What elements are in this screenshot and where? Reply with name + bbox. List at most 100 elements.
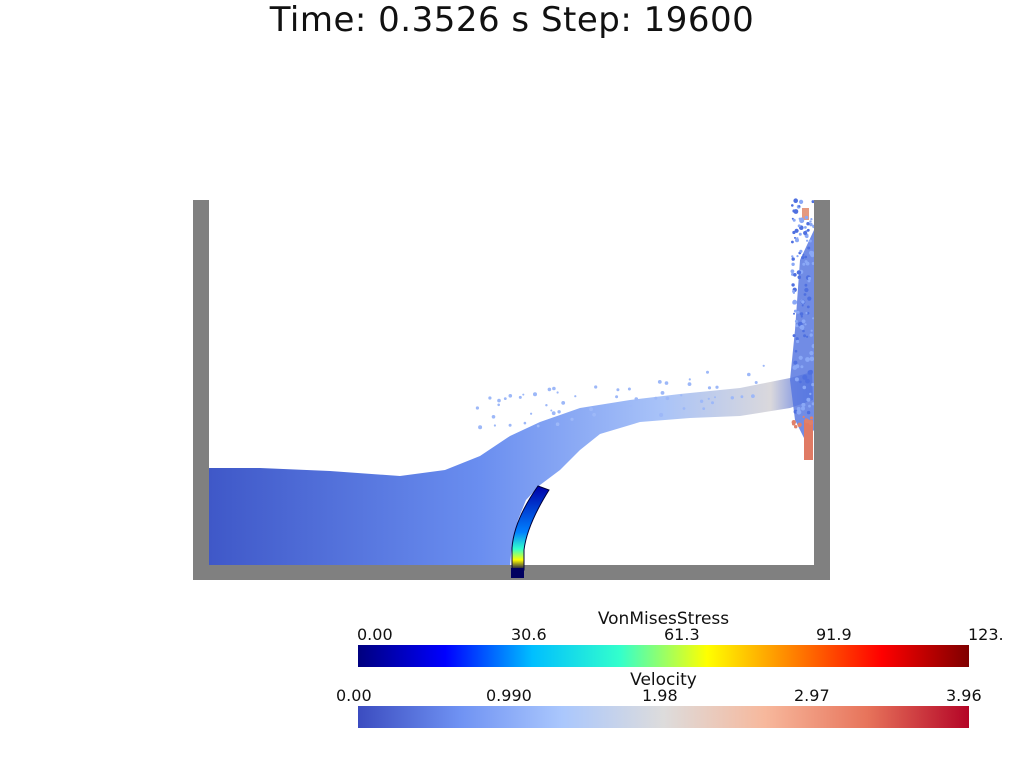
fluid-particle <box>654 396 658 400</box>
fluid-particle <box>555 422 560 427</box>
fluid-particle <box>793 360 798 365</box>
fluid-particle <box>616 388 620 392</box>
beam-base <box>511 568 524 578</box>
fluid-particle <box>508 394 513 398</box>
container-left-wall <box>193 200 209 580</box>
fluid-particle <box>589 407 593 412</box>
fluid-particle <box>809 356 815 362</box>
fluid-particle <box>791 257 795 261</box>
fluid-particle <box>794 425 798 429</box>
fluid-particle <box>807 279 811 283</box>
fluid-body <box>209 372 813 565</box>
fluid-particle <box>802 374 808 380</box>
fluid-particle <box>803 293 807 296</box>
fluid-particle <box>800 365 804 369</box>
fluid-particle <box>806 228 810 232</box>
fluid-particle <box>805 311 808 315</box>
fluid-particle <box>570 417 574 421</box>
vonmises-tick-4: 123. <box>968 625 1004 644</box>
fluid-particle <box>794 377 799 382</box>
fluid-particle <box>792 301 796 305</box>
fluid-particle <box>807 296 812 301</box>
fluid-particle <box>804 287 809 293</box>
vonmises-tick-0: 0.00 <box>357 625 393 644</box>
fluid-particle <box>688 378 691 381</box>
fluid-particle <box>809 351 814 356</box>
fluid-particle <box>806 410 811 415</box>
fluid-particle <box>811 262 815 265</box>
fluid-particle <box>747 372 751 377</box>
fluid-particle <box>808 404 811 408</box>
fluid-particle <box>792 230 796 235</box>
fluid-particle <box>810 218 813 221</box>
fluid-particle <box>801 319 806 324</box>
fluid-particle <box>702 407 706 410</box>
fluid-particle <box>791 240 794 244</box>
fluid-splash <box>790 230 814 440</box>
velocity-tick-2: 1.98 <box>642 686 678 705</box>
fluid-particle <box>804 255 808 259</box>
vonmises-tick-2: 61.3 <box>664 625 700 644</box>
fluid-particle <box>629 404 632 408</box>
fluid-particle <box>804 215 809 220</box>
fluid-particle <box>809 220 812 223</box>
fluid-particle <box>491 415 496 419</box>
fluid-particle <box>802 253 805 256</box>
fluid-particle <box>809 333 813 337</box>
fluid-particle <box>536 424 540 428</box>
fluid-particle <box>791 204 794 207</box>
fluid-particle <box>798 355 803 360</box>
fluid-particle <box>798 205 801 208</box>
fluid-particle <box>801 300 805 304</box>
fluid-particle <box>545 404 548 407</box>
fluid-particle <box>793 198 798 203</box>
fluid-particle <box>799 312 804 316</box>
fluid-particle <box>798 217 801 220</box>
fluid-particle <box>796 409 802 415</box>
fluid-particle <box>796 237 799 240</box>
fluid-particle <box>802 262 806 266</box>
velocity-tick-4: 3.96 <box>946 686 982 705</box>
fluid-particle <box>793 309 797 313</box>
fluid-particle <box>664 381 669 385</box>
fluid-particle <box>807 246 811 250</box>
fluid-particle <box>518 395 522 399</box>
fluid-particle <box>806 335 809 338</box>
fluid-particle <box>627 387 631 391</box>
fluid-particle <box>804 418 810 424</box>
vonmises-tick-3: 91.9 <box>816 625 852 644</box>
fluid-particle <box>793 273 797 277</box>
fluid-particle <box>634 397 639 401</box>
fluid-particle <box>657 380 662 384</box>
velocity-tick-0: 0.00 <box>336 686 372 705</box>
fluid-particle <box>552 386 556 391</box>
fluid-particle <box>795 324 799 328</box>
fluid-particle <box>711 401 714 405</box>
vonmises-tick-1: 30.6 <box>511 625 547 644</box>
fluid-particle <box>799 199 804 204</box>
velocity-colorbar-title: Velocity <box>630 670 697 690</box>
fluid-particle <box>799 324 805 330</box>
fluid-particle <box>488 396 492 400</box>
fluid-particle <box>475 406 479 410</box>
fluid-particle <box>801 256 805 260</box>
fluid-particle <box>807 276 812 281</box>
fluid-splash-hot <box>804 420 813 460</box>
fluid-particle <box>706 370 709 374</box>
fluid-particle <box>797 422 802 427</box>
fluid-particle <box>796 310 800 314</box>
fluid-particle <box>794 349 798 353</box>
fluid-particle <box>533 392 537 397</box>
fluid-particle <box>809 392 812 396</box>
fluid-particle <box>503 397 507 400</box>
fluid-particle <box>801 402 806 407</box>
fluid-particle <box>707 386 712 390</box>
fluid-particle <box>659 412 663 417</box>
fluid-particle <box>561 401 566 405</box>
fluid-particle <box>795 238 799 243</box>
fluid-particle <box>594 385 598 389</box>
fluid-particle <box>806 305 810 309</box>
fluid-particle <box>811 251 814 255</box>
fluid-particle <box>478 425 483 430</box>
